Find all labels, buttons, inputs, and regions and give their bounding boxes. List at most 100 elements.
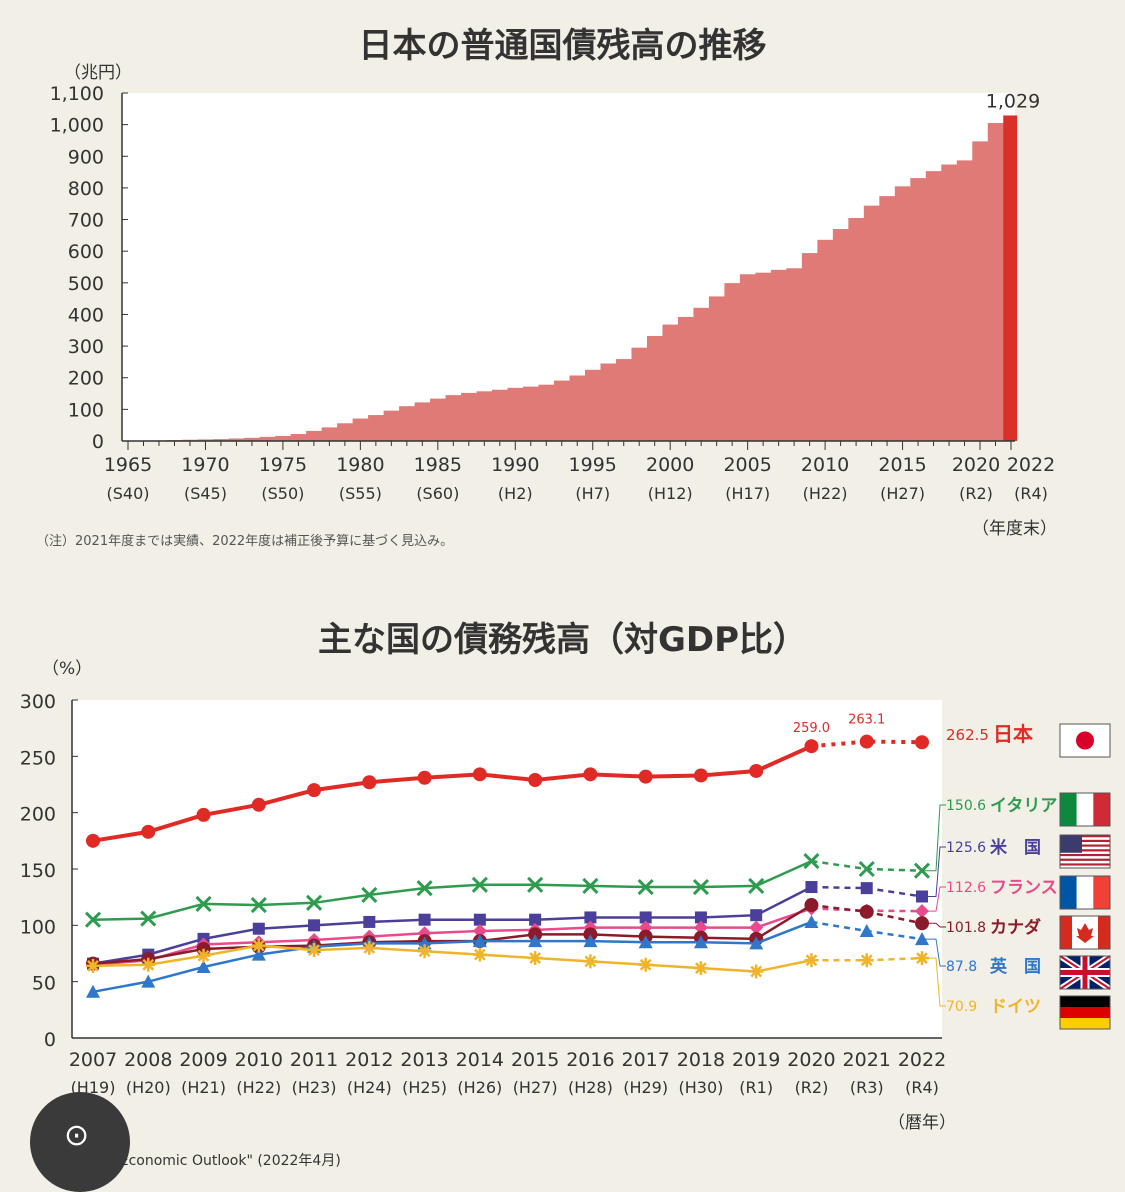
x-tick-label: 2009	[179, 1049, 227, 1071]
data-point	[418, 944, 432, 958]
x-tick-label: 2013	[400, 1049, 448, 1071]
x-tick-label: 2007	[69, 1049, 117, 1071]
data-point	[639, 770, 653, 784]
x-tick-era-label: (R1)	[739, 1078, 773, 1097]
series-value-label: 112.6	[946, 880, 986, 896]
data-point	[528, 773, 542, 787]
flag-band	[1060, 876, 1077, 909]
flag-band	[1098, 916, 1110, 949]
data-point	[473, 767, 487, 781]
series-value-label: 101.8	[946, 920, 986, 936]
y-tick-label: 300	[20, 691, 56, 713]
flag-canton	[1060, 835, 1082, 853]
x-tick-label: 2018	[677, 1049, 725, 1071]
data-point	[197, 949, 211, 963]
flag-band	[1093, 876, 1110, 909]
flag-band	[1060, 916, 1072, 949]
data-point	[308, 919, 320, 931]
flag-band	[1093, 793, 1110, 826]
data-point	[528, 951, 542, 965]
x-tick-era-label: (H28)	[568, 1078, 613, 1097]
x-tick-label: 2022	[898, 1049, 946, 1071]
series-value-label: 70.9	[946, 999, 977, 1015]
data-point	[363, 916, 375, 928]
series-value-label: 87.8	[946, 959, 977, 975]
data-point	[861, 882, 873, 894]
data-point	[474, 914, 486, 926]
series-name-label: イタリア	[990, 796, 1057, 816]
x-tick-era-label: (H22)	[236, 1078, 281, 1097]
usa-flag	[1060, 835, 1110, 868]
data-point	[362, 941, 376, 955]
data-point	[749, 965, 763, 979]
data-point	[804, 739, 818, 753]
y-tick-label: 150	[20, 860, 56, 882]
series-name-label: 米 国	[990, 837, 1041, 858]
data-point	[915, 735, 929, 749]
data-point	[860, 735, 874, 749]
data-point	[804, 898, 818, 912]
data-point	[750, 909, 762, 921]
data-point	[805, 881, 817, 893]
x-tick-era-label: (H24)	[347, 1078, 392, 1097]
data-point	[252, 939, 266, 953]
germany-flag	[1060, 996, 1110, 1029]
flag-stripe	[1060, 861, 1110, 863]
y-tick-label: 250	[20, 747, 56, 769]
uk-flag	[1060, 956, 1110, 989]
series-name-label: ドイツ	[990, 997, 1041, 1017]
series-name-label: フランス	[990, 878, 1058, 898]
data-point	[860, 905, 874, 919]
x-tick-label: 2016	[566, 1049, 614, 1071]
data-point	[860, 953, 874, 967]
x-tick-era-label: (H20)	[126, 1078, 171, 1097]
flag-disc	[1076, 732, 1094, 750]
canada-flag	[1060, 916, 1110, 949]
x-tick-era-label: (R4)	[905, 1078, 939, 1097]
data-point	[252, 798, 266, 812]
x-tick-label: 2011	[290, 1049, 338, 1071]
y-tick-label: 0	[44, 1029, 56, 1051]
x-tick-era-label: (H21)	[181, 1078, 226, 1097]
japan-flag	[1060, 724, 1110, 757]
x-tick-era-label: (H30)	[678, 1078, 723, 1097]
data-point	[639, 958, 653, 972]
data-point	[749, 764, 763, 778]
series-value-label: 150.6	[946, 798, 986, 814]
data-point	[583, 954, 597, 968]
data-point	[141, 825, 155, 839]
data-point	[86, 959, 100, 973]
x-tick-label: 2014	[456, 1049, 504, 1071]
x-tick-era-label: (H27)	[513, 1078, 558, 1097]
data-point	[694, 768, 708, 782]
series-name-label: 日本	[993, 722, 1033, 746]
x-tick-label: 2010	[235, 1049, 283, 1071]
data-point	[307, 783, 321, 797]
x-tick-label: 2019	[732, 1049, 780, 1071]
x-tick-era-label: (R2)	[795, 1078, 829, 1097]
y-tick-label: 200	[20, 804, 56, 826]
x-tick-label: 2021	[843, 1049, 891, 1071]
gdp-line-chart: 0501001502002503002007(H19)2008(H20)2009…	[0, 0, 1125, 1165]
x-tick-era-label: (H29)	[623, 1078, 668, 1097]
callout-label: 259.0	[793, 721, 830, 736]
series-name-label: 英 国	[990, 956, 1041, 977]
google-lens-icon[interactable]: ⊙	[30, 1092, 130, 1192]
data-point	[473, 948, 487, 962]
x-tick-label: 2020	[787, 1049, 835, 1071]
data-point	[419, 914, 431, 926]
data-point	[141, 958, 155, 972]
flag-band	[1060, 793, 1077, 826]
x-tick-era-label: (H26)	[457, 1078, 502, 1097]
data-point	[197, 808, 211, 822]
x-tick-era-label: (H23)	[292, 1078, 337, 1097]
italy-flag	[1060, 793, 1110, 826]
x-tick-era-label: (R3)	[850, 1078, 884, 1097]
flag-band	[1060, 1007, 1110, 1018]
flag-band	[1077, 793, 1094, 826]
data-point	[362, 775, 376, 789]
flag-stripe	[1060, 854, 1110, 856]
france-flag	[1060, 876, 1110, 909]
flag-band	[1060, 1018, 1110, 1029]
data-point	[804, 953, 818, 967]
